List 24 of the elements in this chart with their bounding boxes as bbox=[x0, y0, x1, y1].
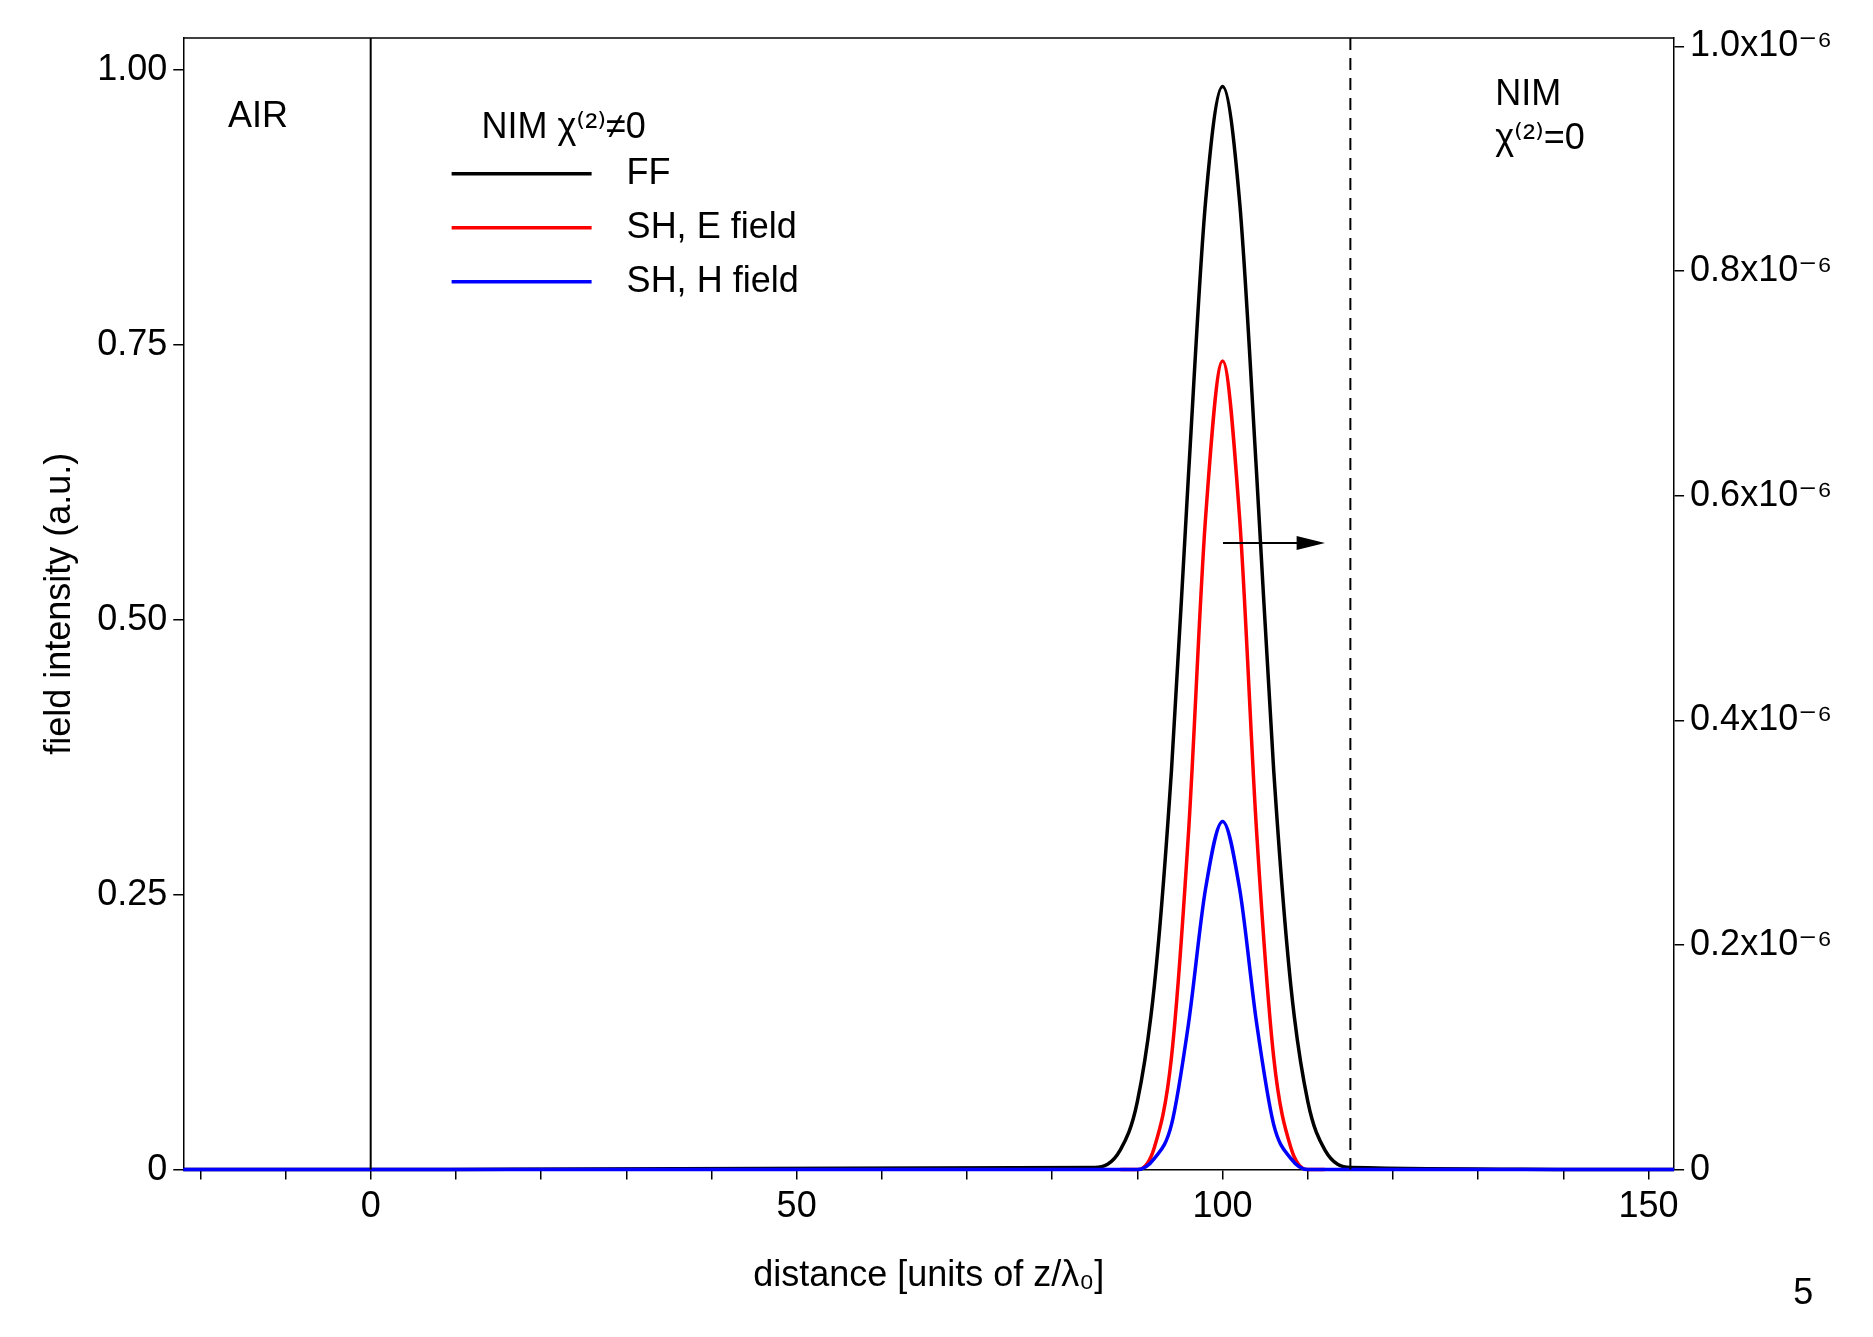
y-tick-label: 1.00 bbox=[97, 46, 168, 88]
x-tick-label: 50 bbox=[776, 1184, 817, 1226]
y2-tick-label: 0.2x10⁻⁶ bbox=[1690, 921, 1833, 963]
y2-tick-label: 0 bbox=[1690, 1146, 1711, 1188]
text: 5 bbox=[1793, 1271, 1814, 1312]
legend-label: SH, H field bbox=[626, 258, 799, 300]
annotation: AIR bbox=[227, 94, 289, 136]
y-tick-label: 0.50 bbox=[97, 596, 168, 638]
y2-tick-label: 0.4x10⁻⁶ bbox=[1690, 697, 1833, 739]
x-axis-title: distance [units of z/λ₀] bbox=[753, 1253, 1105, 1295]
x-tick-label: 150 bbox=[1618, 1184, 1679, 1226]
annotation: NIM χ⁽²⁾≠0 bbox=[481, 105, 646, 147]
annotation: NIM χ⁽²⁾=0 bbox=[1495, 71, 1585, 157]
x-tick-label: 0 bbox=[360, 1184, 381, 1226]
y2-tick-label: 0.8x10⁻⁶ bbox=[1690, 247, 1833, 289]
y-tick-label: 0 bbox=[147, 1146, 168, 1188]
legend-label: FF bbox=[626, 150, 671, 192]
y2-tick-label: 1.0x10⁻⁶ bbox=[1690, 23, 1833, 65]
y-tick-label: 0.75 bbox=[97, 321, 168, 363]
y-tick-label: 0.25 bbox=[97, 871, 168, 913]
legend-label: SH, E field bbox=[626, 204, 797, 246]
y2-tick-label: 0.6x10⁻⁶ bbox=[1690, 472, 1833, 514]
x-tick-label: 100 bbox=[1192, 1184, 1253, 1226]
y-axis-title: field intensity (a.u.) bbox=[36, 452, 78, 755]
